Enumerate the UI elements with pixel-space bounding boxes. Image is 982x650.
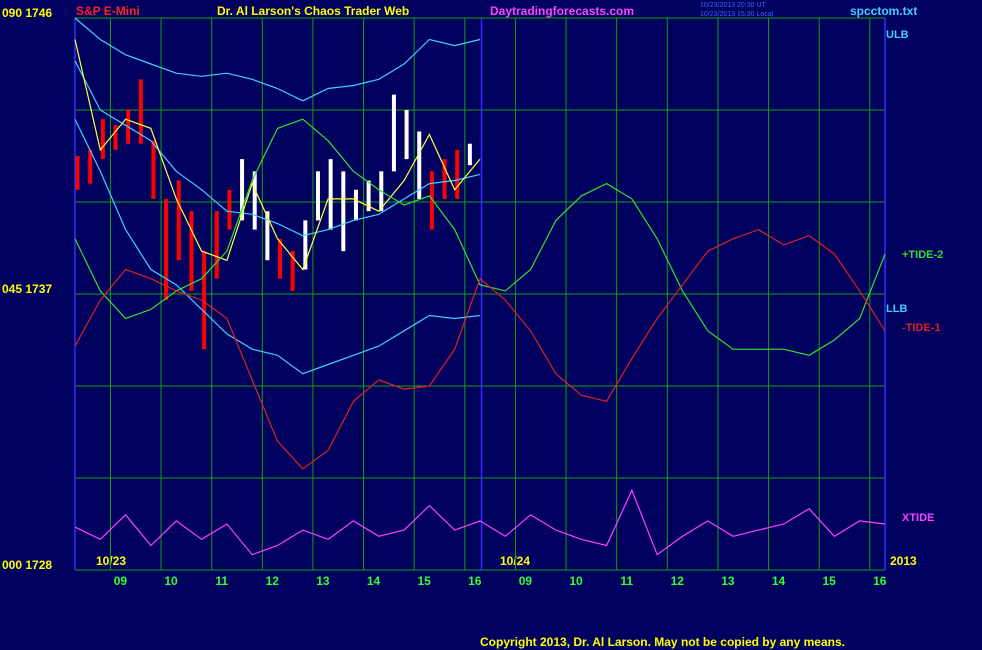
symbol: S&P E-Mini bbox=[76, 4, 140, 18]
date-label: 10/23 bbox=[96, 554, 126, 568]
timestamp: 10/23/2013 20:30 UT bbox=[700, 2, 766, 9]
chart-title: Dr. Al Larson's Chaos Trader Web bbox=[217, 4, 409, 18]
series-line bbox=[74, 118, 886, 356]
series-label: XTIDE bbox=[902, 512, 934, 524]
series-line bbox=[74, 60, 481, 237]
series-label: -TIDE-1 bbox=[902, 322, 941, 334]
x-tick-label: 09 bbox=[114, 574, 128, 588]
y-tick-label: 045 1737 bbox=[2, 282, 52, 296]
series-line bbox=[74, 39, 481, 271]
series-line bbox=[74, 17, 481, 102]
series-line bbox=[74, 488, 886, 556]
x-tick-label: 16 bbox=[873, 574, 887, 588]
x-tick-label: 16 bbox=[468, 574, 482, 588]
x-tick-label: 11 bbox=[215, 574, 228, 588]
y-tick-label: 000 1728 bbox=[2, 558, 52, 572]
copyright: Copyright 2013, Dr. Al Larson. May not b… bbox=[480, 635, 845, 649]
x-tick-label: 13 bbox=[316, 574, 330, 588]
x-tick-label: 10 bbox=[164, 574, 178, 588]
x-tick-label: 15 bbox=[823, 574, 837, 588]
series-label: +TIDE-2 bbox=[902, 249, 943, 261]
site: Daytradingforecasts.com bbox=[490, 4, 634, 18]
x-tick-label: 09 bbox=[519, 574, 533, 588]
x-tick-label: 10 bbox=[569, 574, 583, 588]
series-line bbox=[74, 228, 886, 470]
timestamp: 10/23/2013 15:30 Local bbox=[700, 11, 774, 18]
x-tick-label: 12 bbox=[671, 574, 685, 588]
series-label: ULB bbox=[886, 29, 909, 41]
x-tick-label: 14 bbox=[772, 574, 786, 588]
series-line bbox=[74, 118, 481, 375]
series-label: LLB bbox=[886, 303, 907, 315]
x-tick-label: 12 bbox=[266, 574, 280, 588]
x-tick-label: 14 bbox=[367, 574, 381, 588]
x-tick-label: 13 bbox=[721, 574, 735, 588]
year-label: 2013 bbox=[890, 554, 917, 568]
file-name: spcctom.txt bbox=[850, 4, 917, 18]
x-tick-label: 11 bbox=[620, 574, 633, 588]
x-tick-label: 15 bbox=[418, 574, 432, 588]
y-tick-label: 090 1746 bbox=[2, 6, 52, 20]
